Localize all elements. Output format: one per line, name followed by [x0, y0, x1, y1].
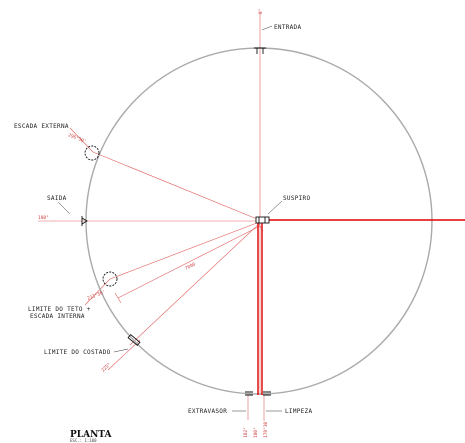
- angle-top: 0°: [258, 8, 264, 14]
- entrada-fitting-icon: [254, 47, 266, 54]
- limpeza-fitting-icon: [263, 391, 271, 396]
- limite-teto-extension-line: [84, 278, 111, 306]
- label-escada-interna: ESCADA INTERNA: [30, 313, 85, 320]
- angle-limite-teto: 213°30': [87, 289, 107, 302]
- label-suspiro: SUSPIRO: [283, 195, 310, 202]
- drawing-title: PLANTA: [70, 430, 113, 440]
- angle-escada-externa: 296°30': [67, 132, 87, 145]
- angle-bottom-3: 178°30': [263, 419, 269, 438]
- dimension-line: [117, 225, 261, 299]
- label-extravasor: EXTRAVASOR: [188, 408, 227, 415]
- fittings: [81, 47, 271, 396]
- escada-externa-extension-line: [69, 127, 94, 153]
- escada-interna-radial-line: [109, 220, 263, 280]
- angle-limite-costado: 225°: [100, 361, 112, 373]
- pipes: [257, 219, 465, 395]
- limite-costado-extension-line: [107, 339, 141, 371]
- limite-costado-leader: [113, 348, 129, 353]
- angle-bottom-1: 182°: [243, 427, 249, 438]
- label-limpeza: LIMPEZA: [285, 408, 312, 415]
- suspiro-leader: [267, 200, 283, 215]
- entrada-leader: [261, 25, 273, 31]
- suspiro-fitting-icon: [255, 216, 270, 224]
- drawing-scale: ESC.: 1:100: [70, 438, 97, 443]
- angle-bottom-2: 180°: [253, 427, 259, 438]
- reference-lines: [38, 12, 265, 420]
- limite-costado-radial-line: [129, 220, 263, 346]
- label-limite-teto: LIMITE DO TETO +: [28, 306, 91, 313]
- label-saida: SAIDA: [47, 195, 67, 202]
- suspiro-fitting-detail: [258, 217, 266, 223]
- limite-costado-marker-icon: [127, 333, 141, 347]
- dimension-tick-start: [114, 292, 122, 304]
- dimension-value: 7000: [184, 261, 197, 271]
- escada-interna-icon: [102, 271, 118, 287]
- angle-left: 180°: [38, 215, 49, 221]
- label-escada-externa: ESCADA EXTERNA: [14, 123, 69, 130]
- label-limite-costado: LIMITE DO COSTADO: [44, 349, 111, 356]
- extravasor-fitting-icon: [245, 391, 253, 396]
- label-leaders: [57, 25, 283, 412]
- saida-fitting-icon: [81, 216, 88, 226]
- escada-externa-radial-line: [92, 151, 263, 222]
- label-entrada: ENTRADA: [274, 24, 301, 31]
- escada-externa-icon: [84, 145, 100, 161]
- saida-leader: [57, 201, 71, 215]
